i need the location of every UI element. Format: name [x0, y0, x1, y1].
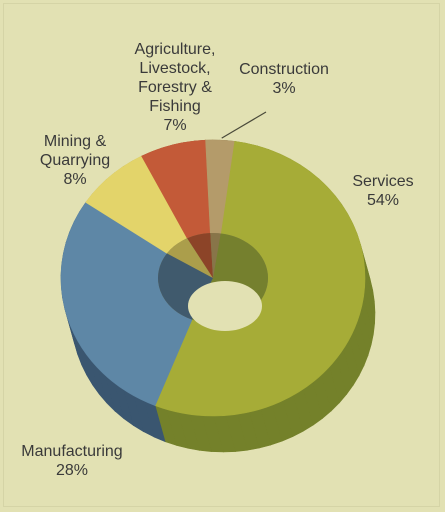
category-label: Livestock,: [139, 60, 210, 77]
hole-wall-agriculture-livestock-forestry-fishing: [187, 233, 213, 278]
value-label: 8%: [63, 171, 86, 188]
category-label: Manufacturing: [21, 443, 122, 460]
category-label: Fishing: [149, 98, 201, 115]
category-label: Mining &: [44, 133, 107, 150]
category-label: Services: [352, 173, 413, 190]
label-manufacturing: Manufacturing 28%: [21, 443, 122, 479]
category-label: Quarrying: [40, 152, 110, 169]
label-construction: Construction 3%: [239, 61, 329, 97]
leader-line-construction: [221, 111, 267, 139]
category-label: Forestry &: [138, 79, 212, 96]
hole-wall-mining-quarrying: [166, 238, 213, 278]
value-label: 28%: [56, 462, 88, 479]
label-services: Services 54%: [352, 173, 413, 209]
donut-hole-opening: [188, 281, 262, 331]
label-mining-quarrying: Mining & Quarrying 8%: [40, 133, 110, 188]
label-agriculture-livestock-forestry-fishing: Agriculture, Livestock, Forestry & Fishing 7…: [135, 41, 216, 134]
hole-wall-construction: [210, 233, 221, 278]
value-label: 7%: [163, 117, 186, 134]
value-label: 54%: [367, 192, 399, 209]
value-label: 3%: [272, 80, 295, 97]
category-label: Agriculture,: [135, 41, 216, 58]
category-label: Construction: [239, 61, 329, 78]
